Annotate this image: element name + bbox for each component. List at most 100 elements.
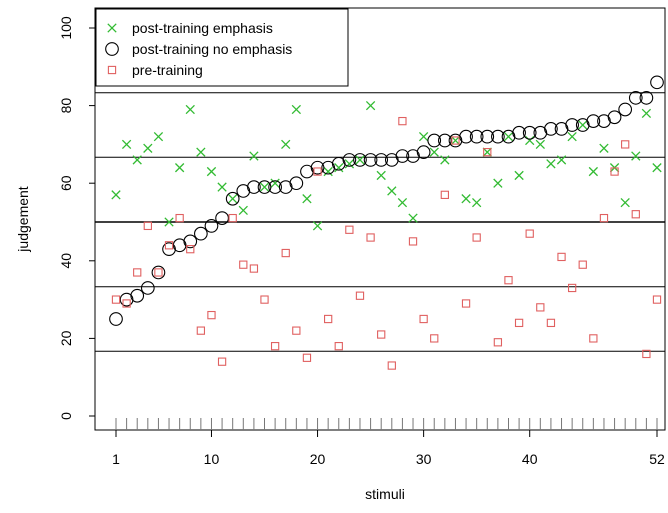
y-tick-label: 0: [58, 412, 74, 420]
x-tick-label: 52: [649, 451, 665, 467]
data-point: [109, 312, 123, 326]
legend-marker: [105, 42, 119, 56]
data-point: [565, 118, 579, 132]
data-point: [459, 129, 473, 144]
data-point: [429, 147, 439, 157]
data-point: [588, 166, 599, 177]
data-point: [247, 180, 261, 194]
data-point: [194, 226, 208, 241]
data-point: [408, 237, 418, 246]
data-point: [175, 213, 184, 223]
data-point: [642, 349, 651, 359]
data-point: [259, 182, 270, 192]
data-point: [387, 186, 397, 196]
data-point: [153, 131, 164, 142]
x-tick-label: 1: [112, 451, 120, 467]
data-point: [567, 131, 577, 142]
data-point: [546, 318, 556, 328]
data-point: [196, 326, 206, 335]
data-point: [183, 234, 198, 249]
data-point: [270, 342, 280, 351]
legend-label: post-training emphasis: [132, 20, 273, 36]
data-point: [154, 268, 163, 277]
data-point: [206, 166, 217, 177]
data-point: [164, 241, 174, 250]
data-point: [363, 153, 378, 167]
data-point: [140, 281, 155, 295]
data-point: [217, 357, 227, 366]
data-point: [225, 191, 240, 206]
data-point: [472, 197, 482, 208]
y-tick-label: 80: [58, 98, 74, 114]
data-point: [607, 110, 622, 125]
data-point: [310, 160, 325, 175]
series-x: [111, 100, 662, 231]
data-point: [239, 260, 248, 269]
data-point: [365, 100, 376, 111]
data-point: [268, 180, 282, 194]
data-point: [143, 221, 152, 231]
data-point: [387, 361, 396, 370]
data-point: [578, 120, 588, 130]
legend-label: pre-training: [132, 62, 203, 78]
data-point: [130, 288, 145, 303]
data-point: [366, 233, 375, 242]
data-point: [472, 233, 481, 242]
data-point: [132, 155, 142, 165]
data-point: [376, 170, 386, 181]
data-point: [186, 245, 195, 254]
data-point: [395, 149, 410, 163]
data-point: [217, 182, 227, 192]
data-point: [461, 194, 471, 204]
data-point: [652, 295, 662, 304]
data-point: [525, 135, 535, 146]
data-point: [121, 139, 132, 150]
data-point: [289, 176, 304, 191]
data-point: [482, 147, 492, 157]
data-point: [302, 353, 312, 362]
data-point: [398, 116, 407, 126]
x-tick-label: 30: [416, 451, 432, 467]
data-point: [143, 143, 153, 153]
data-point: [599, 213, 609, 223]
data-point: [419, 314, 428, 324]
data-point: [207, 310, 216, 320]
data-point: [291, 104, 301, 115]
data-point: [345, 225, 354, 234]
data-point: [344, 159, 355, 169]
y-axis-label: judgement: [15, 186, 31, 252]
data-point: [416, 145, 431, 160]
data-point: [450, 135, 461, 146]
data-point: [408, 213, 418, 223]
data-point: [302, 194, 312, 204]
data-point: [133, 268, 142, 277]
data-point: [610, 167, 619, 176]
data-point: [631, 210, 640, 219]
data-point: [440, 155, 450, 165]
data-point: [469, 129, 484, 144]
legend-marker: [107, 65, 117, 75]
plot-frame: [94, 7, 666, 431]
data-point: [292, 326, 301, 335]
data-point: [451, 136, 460, 145]
data-point: [535, 139, 545, 150]
data-point: [628, 90, 643, 105]
data-point: [589, 334, 598, 343]
data-point: [164, 217, 174, 227]
data-point: [397, 197, 408, 208]
legend-marker: [107, 23, 117, 33]
data-point: [652, 163, 662, 173]
data-point: [334, 163, 344, 173]
data-point: [334, 342, 343, 351]
data-point: [418, 131, 429, 142]
data-point: [260, 295, 269, 304]
data-point: [281, 248, 290, 258]
data-point: [204, 219, 219, 233]
data-point: [483, 148, 492, 157]
data-point: [312, 221, 323, 231]
x-tick-label: 10: [204, 451, 220, 467]
data-point: [639, 90, 654, 105]
data-point: [196, 147, 206, 157]
y-tick-label: 40: [58, 253, 74, 269]
data-point: [512, 125, 526, 140]
